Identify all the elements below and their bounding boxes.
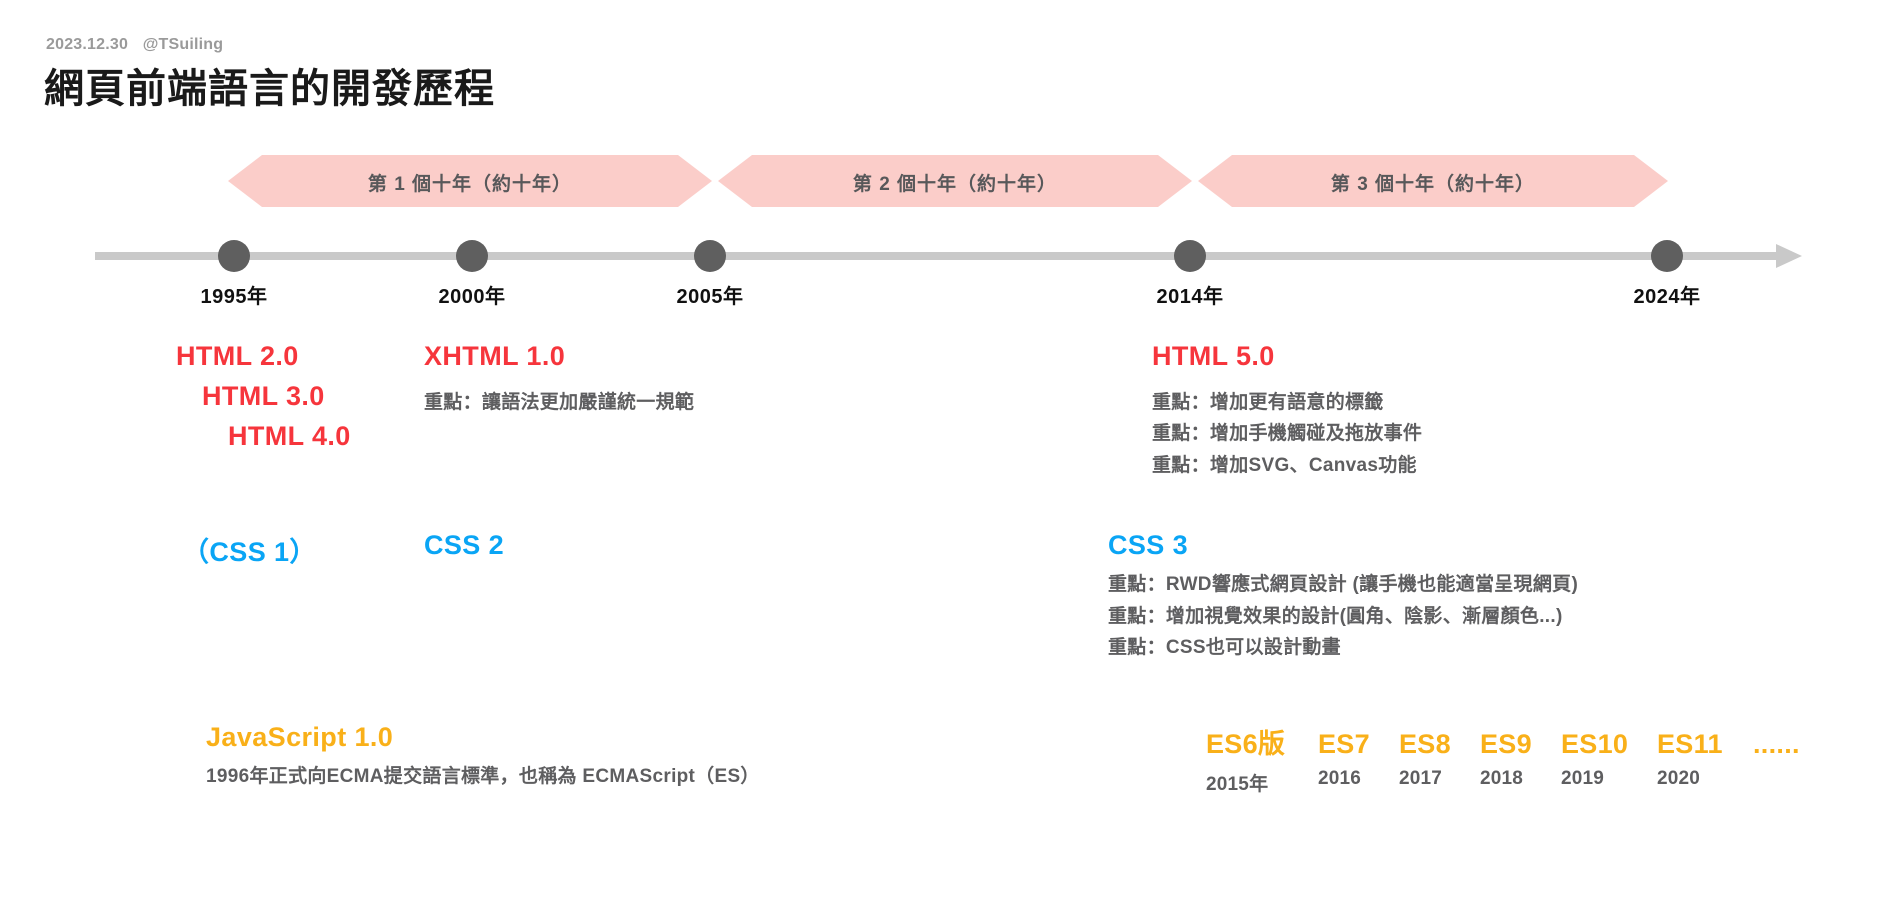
- javascript-title: JavaScript 1.0: [206, 722, 394, 752]
- es-version-row: ES6版 2015年 ES7 2016 ES8 2017 ES9 2018 ES…: [1206, 722, 1843, 796]
- timeline-node-dot: [456, 240, 488, 272]
- es-name-es9: ES9: [1480, 729, 1532, 759]
- decade-arrow-1-label: 第 1 個十年（約十年）: [367, 173, 573, 195]
- page-title: 網頁前端語言的開發歷程: [44, 67, 495, 111]
- timeline-node-label-2014: 2014年: [1156, 286, 1224, 308]
- es-cell-es10: ES10 2019: [1561, 729, 1657, 790]
- decade-arrow-3-label: 第 3 個十年（約十年）: [1330, 173, 1536, 195]
- css3-note-3: 重點：CSS也可以設計動畫: [1108, 637, 1341, 659]
- xhtml-group: XHTML 1.0 重點：讓語法更加嚴謹統一規範: [424, 337, 694, 418]
- xhtml-note: 重點：讓語法更加嚴謹統一規範: [424, 391, 695, 413]
- html-version-2: HTML 2.0: [176, 341, 299, 371]
- es-year-es11: 2020: [1657, 768, 1701, 789]
- timeline-node-label-2000: 2000年: [438, 286, 506, 308]
- es-name-es6: ES6版: [1206, 729, 1286, 759]
- timeline-node-label-2024: 2024年: [1633, 286, 1701, 308]
- timeline-node-label-1995: 1995年: [200, 286, 268, 308]
- javascript-group: JavaScript 1.0 1996年正式向ECMA提交語言標準，也稱為 EC…: [206, 722, 760, 793]
- html-version-4: HTML 4.0: [228, 420, 351, 451]
- header-meta: 2023.12.30 @TSuiling: [46, 36, 223, 54]
- decade-arrow-1-shape: [228, 155, 712, 207]
- timeline-axis: 1995年 2000年 2005年 2014年 2024年: [0, 240, 1900, 308]
- decade-arrow-2: 第 2 個十年（約十年）: [718, 155, 1192, 207]
- es-year-es10: 2019: [1561, 768, 1605, 789]
- css3-note-1: 重點：RWD響應式網頁設計 (讓手機也能適當呈現網頁): [1108, 574, 1579, 595]
- decade-arrow-1: 第 1 個十年（約十年）: [228, 155, 712, 207]
- timeline-node-dot: [1651, 240, 1683, 272]
- html5-group: HTML 5.0 重點：增加更有語意的標籤 重點：增加手機觸碰及拖放事件 重點：…: [1152, 337, 1422, 482]
- es-cell-more: ......: [1753, 729, 1843, 768]
- timeline-node-dot: [218, 240, 250, 272]
- es-name-more: ......: [1753, 729, 1800, 759]
- timeline-node-dot: [1174, 240, 1206, 272]
- xhtml-title: XHTML 1.0: [424, 341, 566, 371]
- timeline-node-dot: [694, 240, 726, 272]
- es-name-es10: ES10: [1561, 729, 1629, 759]
- es-cell-es7: ES7 2016: [1318, 729, 1399, 790]
- es-year-es8: 2017: [1399, 768, 1443, 789]
- css2-title: CSS 2: [424, 530, 505, 560]
- decade-arrow-3-shape: [1198, 155, 1668, 207]
- html5-note-3: 重點：增加SVG、Canvas功能: [1152, 455, 1417, 477]
- es-cell-es11: ES11 2020: [1657, 729, 1753, 790]
- html5-note-2: 重點：增加手機觸碰及拖放事件: [1152, 423, 1423, 445]
- html-version-3: HTML 3.0: [202, 380, 325, 411]
- decade-arrow-band: 第 1 個十年（約十年） 第 2 個十年（約十年） 第 3 個十年（約十年）: [0, 155, 1900, 207]
- html-early-versions: HTML 2.0 HTML 3.0 HTML 4.0: [176, 337, 351, 457]
- html5-title: HTML 5.0: [1152, 341, 1275, 371]
- css3-group: CSS 3 重點：RWD響應式網頁設計 (讓手機也能適當呈現網頁) 重點：增加視…: [1108, 530, 1578, 664]
- css3-title: CSS 3: [1108, 530, 1189, 560]
- es-versions-group: ES6版 2015年 ES7 2016 ES8 2017 ES9 2018 ES…: [1206, 722, 1843, 796]
- es-cell-es9: ES9 2018: [1480, 729, 1561, 790]
- timeline-node-label-2005: 2005年: [676, 286, 744, 308]
- decade-arrow-2-shape: [718, 155, 1192, 207]
- es-name-es8: ES8: [1399, 729, 1451, 759]
- css1-title: （CSS 1）: [182, 537, 317, 567]
- es-year-es6: 2015年: [1206, 774, 1269, 795]
- html5-note-1: 重點：增加更有語意的標籤: [1152, 391, 1384, 413]
- es-name-es7: ES7: [1318, 729, 1370, 759]
- es-name-es11: ES11: [1657, 729, 1723, 759]
- es-year-es9: 2018: [1480, 768, 1524, 789]
- timeline-arrowhead-icon: [1776, 244, 1802, 268]
- decade-arrows-svg: [228, 155, 1668, 207]
- header-date: 2023.12.30: [46, 36, 129, 53]
- javascript-note: 1996年正式向ECMA提交語言標準，也稱為 ECMAScript（ES）: [206, 766, 760, 787]
- es-year-es7: 2016: [1318, 768, 1362, 789]
- css3-note-2: 重點：增加視覺效果的設計(圓角、陰影、漸層顏色...): [1108, 605, 1563, 627]
- timeline-axis-line: [95, 252, 1778, 260]
- decade-arrow-2-label: 第 2 個十年（約十年）: [852, 173, 1058, 195]
- es-cell-es8: ES8 2017: [1399, 729, 1480, 790]
- es-cell-es6: ES6版 2015年: [1206, 722, 1318, 796]
- decade-arrow-3: 第 3 個十年（約十年）: [1198, 155, 1668, 207]
- header-handle: @TSuiling: [142, 36, 224, 53]
